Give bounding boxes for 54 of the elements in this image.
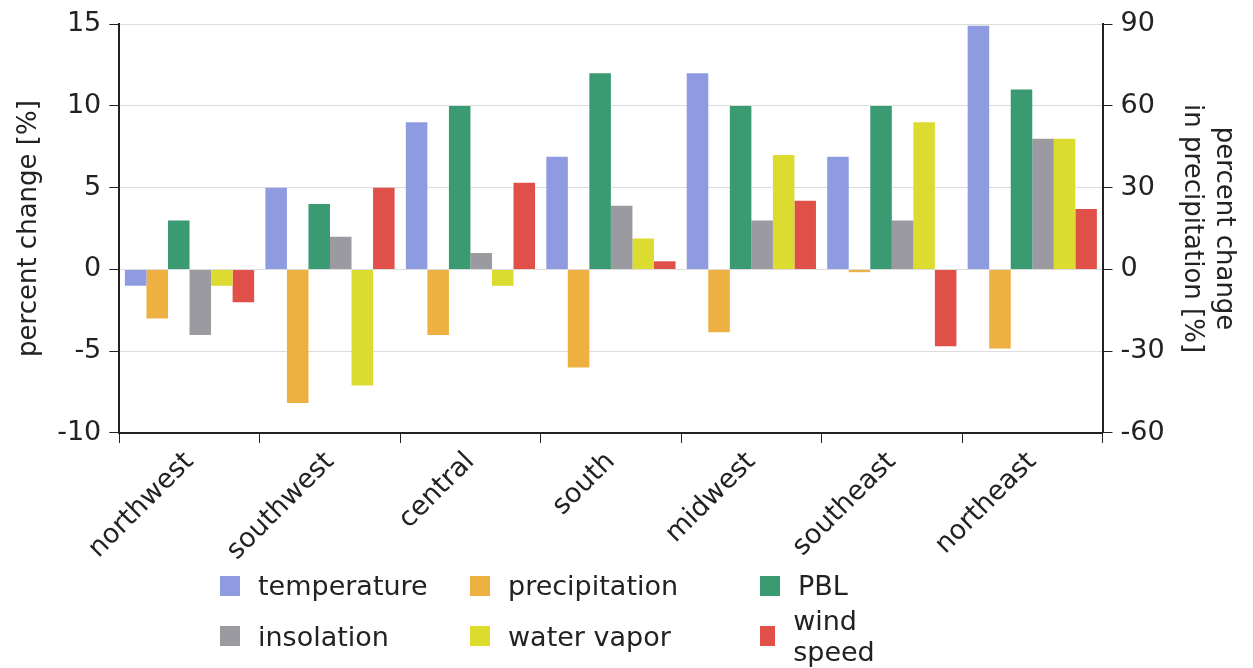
bar bbox=[1053, 138, 1076, 269]
legend-label: water vapor bbox=[507, 619, 672, 654]
y2-tick-label: -30 bbox=[1120, 333, 1165, 365]
bar bbox=[891, 220, 914, 269]
y-tick-label: -5 bbox=[74, 333, 102, 365]
bar bbox=[967, 25, 990, 269]
bar bbox=[513, 182, 536, 269]
bar bbox=[232, 269, 255, 303]
bar bbox=[448, 105, 471, 269]
legend-label: wind speed bbox=[792, 605, 876, 667]
bar bbox=[405, 122, 428, 269]
bar bbox=[470, 253, 492, 269]
bar bbox=[686, 73, 709, 269]
bar bbox=[329, 236, 352, 269]
y2-tick-label: 0 bbox=[1120, 251, 1138, 283]
bar bbox=[308, 204, 330, 269]
bar bbox=[167, 220, 190, 269]
y-tick-label: 0 bbox=[84, 251, 102, 283]
bar bbox=[1010, 89, 1033, 269]
bar bbox=[632, 238, 654, 269]
y-tick-label: 10 bbox=[66, 87, 102, 119]
y-tick-label: -10 bbox=[57, 415, 102, 446]
y-axis-title: percent change [%] bbox=[12, 100, 43, 357]
bar bbox=[653, 261, 676, 269]
y2-tick-label: -60 bbox=[1120, 415, 1165, 446]
legend-label: temperature bbox=[257, 570, 429, 601]
bar bbox=[546, 156, 568, 269]
bar bbox=[870, 105, 892, 269]
y2-axis-title: percent change in precipitation [%] bbox=[1179, 104, 1241, 354]
bar bbox=[189, 269, 212, 335]
legend-label: precipitation bbox=[507, 570, 680, 601]
bar bbox=[610, 205, 633, 269]
bar bbox=[1032, 138, 1054, 269]
y2-tick-label: 90 bbox=[1120, 6, 1155, 38]
bar bbox=[913, 122, 935, 269]
bar bbox=[589, 73, 611, 269]
legend-label: insolation bbox=[257, 619, 390, 654]
bar bbox=[772, 155, 795, 269]
bar bbox=[351, 269, 374, 386]
bar bbox=[827, 156, 849, 269]
legend-label: PBL bbox=[797, 570, 849, 601]
y2-tick-label: 30 bbox=[1120, 169, 1155, 201]
bar bbox=[1075, 208, 1097, 269]
y2-tick-label: 60 bbox=[1120, 87, 1155, 119]
bar bbox=[934, 269, 957, 347]
y-tick-label: 5 bbox=[84, 169, 102, 201]
bar bbox=[373, 187, 395, 269]
bar bbox=[491, 269, 514, 286]
bar bbox=[211, 269, 233, 286]
bar bbox=[265, 187, 287, 269]
bar bbox=[794, 200, 816, 269]
y-tick-label: 15 bbox=[66, 6, 102, 38]
bar bbox=[729, 105, 752, 269]
bar bbox=[751, 220, 773, 269]
